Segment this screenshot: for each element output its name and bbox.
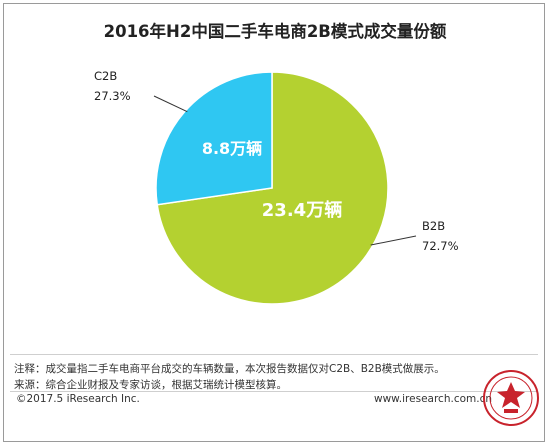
website-link[interactable]: www.iresearch.com.cn	[374, 393, 493, 405]
slice-value-label-b2b: 23.4万辆	[262, 199, 342, 221]
divider-top	[10, 354, 538, 355]
copyright-text: ©2017.5 iResearch Inc.	[16, 393, 140, 405]
slice-percent-label-b2b: 72.7%	[422, 239, 459, 253]
chart-frame: 2016年H2中国二手车电商2B模式成交量份额 23.4万辆 B2B 72.7% 8.…	[3, 3, 545, 442]
slice-value-label-c2b: 8.8万辆	[202, 139, 262, 158]
note-text: 注释：成交量指二手车电商平台成交的车辆数量，本次报告数据仅对C2B、B2B模式做…	[14, 363, 445, 375]
divider-bottom	[10, 391, 538, 392]
chart-title: 2016年H2中国二手车电商2B模式成交量份额	[103, 22, 447, 41]
leader-line-c2b	[153, 95, 188, 113]
pie-chart: 23.4万辆 B2B 72.7% 8.8万辆 C2B 27.3%	[94, 69, 459, 305]
source-text: 来源：综合企业财报及专家访谈，根据艾瑞统计模型核算。	[14, 379, 287, 391]
university-seal-icon	[483, 370, 539, 426]
slice-name-label-c2b: C2B	[94, 69, 117, 83]
slice-percent-label-c2b: 27.3%	[94, 89, 131, 103]
leader-line-b2b	[370, 235, 417, 246]
slice-name-label-b2b: B2B	[422, 219, 445, 233]
pie-slice-c2b	[155, 71, 273, 206]
